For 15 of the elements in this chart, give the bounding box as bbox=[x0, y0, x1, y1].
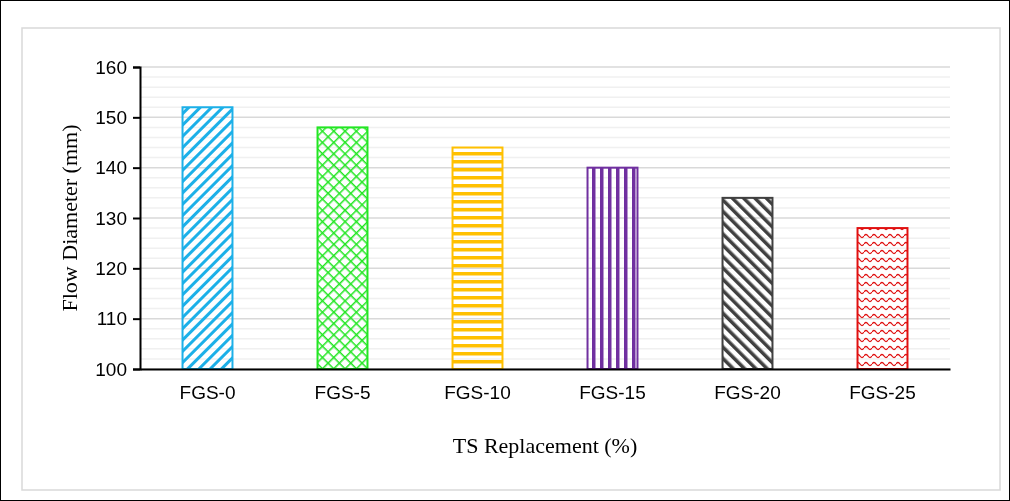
x-tick-label: FGS-25 bbox=[849, 382, 916, 404]
x-tick-label: FGS-20 bbox=[714, 382, 781, 404]
x-tick-label: FGS-15 bbox=[579, 382, 646, 404]
y-tick-label: 120 bbox=[95, 257, 127, 279]
x-tick-label: FGS-0 bbox=[179, 382, 236, 404]
x-tick-label: FGS-10 bbox=[444, 382, 511, 404]
y-axis-title: Flow Diameter (mm) bbox=[57, 124, 82, 312]
y-tick-label: 130 bbox=[95, 207, 127, 229]
y-tick-label: 160 bbox=[95, 56, 127, 78]
y-tick-label: 110 bbox=[96, 308, 127, 330]
y-tick-label: 140 bbox=[95, 157, 127, 179]
x-tick-label: FGS-5 bbox=[314, 382, 371, 404]
x-axis-title: TS Replacement (%) bbox=[452, 433, 638, 458]
y-tick-label: 150 bbox=[95, 106, 127, 128]
y-tick-label: 100 bbox=[95, 358, 127, 380]
